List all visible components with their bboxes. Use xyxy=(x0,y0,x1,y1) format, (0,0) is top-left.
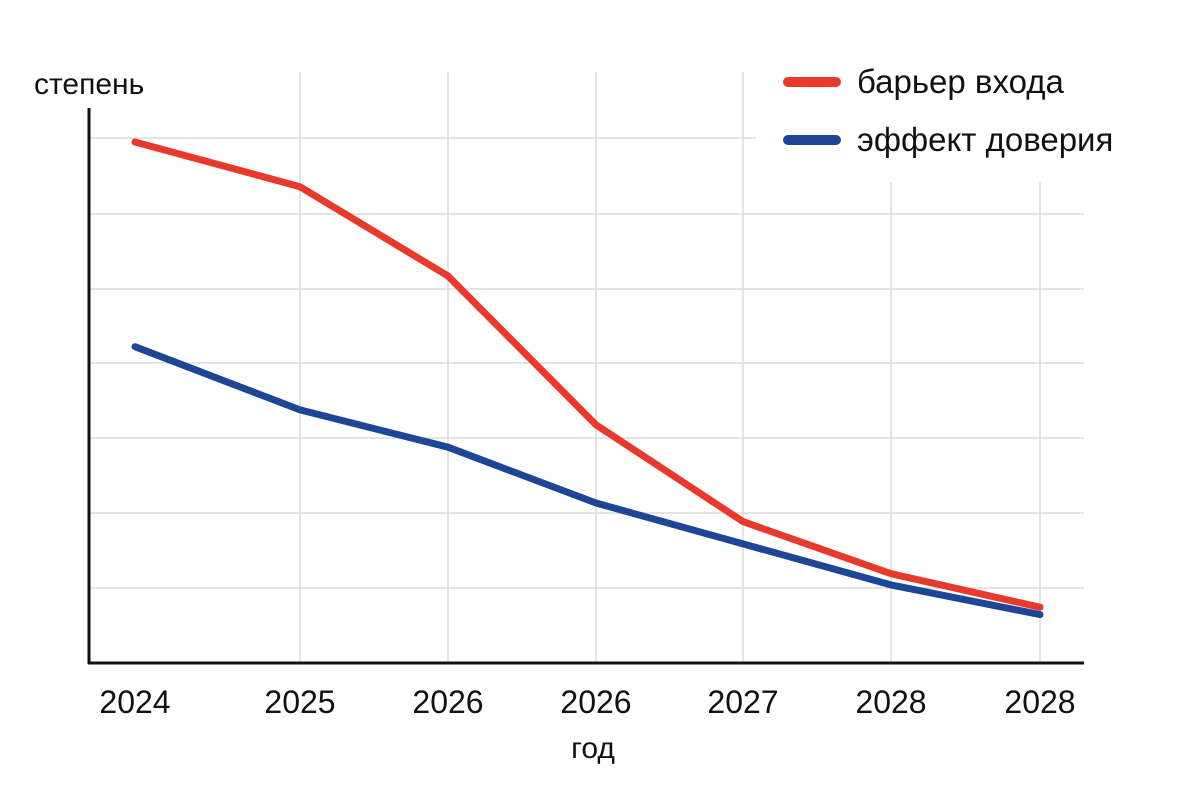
x-axis-label: год xyxy=(571,732,615,765)
legend-label: барьер входа xyxy=(857,63,1064,100)
grid xyxy=(89,72,1084,663)
legend-label: эффект доверия xyxy=(857,121,1113,158)
axes xyxy=(87,108,1084,665)
x-tick-label: 2028 xyxy=(1004,684,1075,720)
x-tick-label: 2025 xyxy=(264,684,335,720)
series-line-2 xyxy=(131,343,1044,619)
legend: барьер входа эффект доверия xyxy=(783,63,1113,158)
x-tick-label: 2027 xyxy=(707,684,778,720)
x-tick-label: 2028 xyxy=(855,684,926,720)
y-axis-label: степень xyxy=(34,68,144,101)
x-tick-labels: 2024 2025 2026 2026 2027 2028 2028 xyxy=(99,684,1075,720)
x-tick-label: 2024 xyxy=(99,684,170,720)
x-tick-label: 2026 xyxy=(560,684,631,720)
x-tick-label: 2026 xyxy=(412,684,483,720)
series-lines xyxy=(131,138,1044,619)
series-line-1 xyxy=(131,138,1044,611)
